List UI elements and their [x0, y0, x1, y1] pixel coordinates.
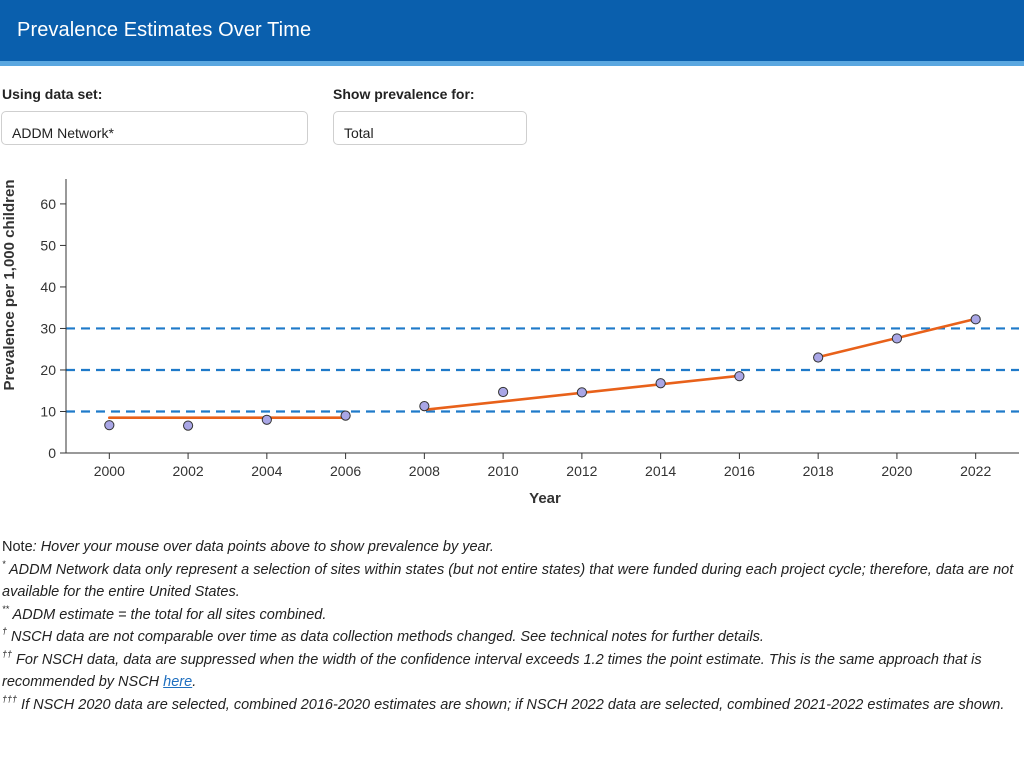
- x-tick-label: 2010: [488, 463, 519, 479]
- data-point-2002[interactable]: [182, 420, 194, 431]
- prevalence-label: Show prevalence for:: [333, 86, 475, 102]
- x-tick-label: 2016: [724, 463, 755, 479]
- data-point-2022[interactable]: [970, 314, 981, 325]
- data-point-2016[interactable]: [734, 371, 745, 382]
- y-tick-label: 30: [40, 320, 56, 336]
- trend-lines: [108, 317, 977, 420]
- x-tick-label: 2018: [803, 463, 834, 479]
- prevalence-select[interactable]: Total: [333, 111, 527, 145]
- data-point-2008[interactable]: [419, 400, 430, 412]
- x-tick-label: 2022: [960, 463, 991, 479]
- reference-lines: [66, 327, 1019, 413]
- note-addm-estimate: ** ADDM estimate = the total for all sit…: [2, 603, 327, 623]
- dataset-label: Using data set:: [2, 86, 103, 102]
- data-point-2020[interactable]: [891, 333, 903, 344]
- dataset-select[interactable]: ADDM Network*: [1, 111, 308, 145]
- x-tick-label: 2002: [173, 463, 204, 479]
- data-point-2012[interactable]: [576, 387, 587, 398]
- dataset-select-value: ADDM Network*: [12, 125, 114, 141]
- chart-axes: 0 10 20 30 40 50 60 2000 2002 2004 2006 2008 2010 201…: [40, 179, 1019, 479]
- x-axis-label: Year: [529, 490, 561, 507]
- data-point-2014[interactable]: [655, 378, 666, 389]
- y-axis-label: Prevalence per 1,000 children: [1, 180, 18, 391]
- x-tick-label: 2000: [94, 463, 125, 479]
- x-tick-label: 2004: [251, 463, 282, 479]
- y-tick-label: 10: [40, 403, 56, 419]
- y-tick-label: 0: [48, 445, 56, 461]
- y-tick-label: 60: [40, 196, 56, 212]
- note-nsch-combined: ††† If NSCH 2020 data are selected, comb…: [2, 693, 1005, 713]
- y-tick-label: 50: [40, 237, 56, 253]
- page-title: Prevalence Estimates Over Time: [17, 19, 312, 41]
- x-tick-label: 2006: [330, 463, 361, 479]
- chart-notes: Note: Hover your mouse over data points …: [2, 536, 1020, 716]
- note-addm-sites: * ADDM Network data only represent a sel…: [2, 558, 1014, 600]
- note-nsch-comparable: † NSCH data are not comparable over time…: [2, 626, 764, 645]
- data-point-2010[interactable]: [498, 386, 509, 398]
- prevalence-select-value: Total: [344, 125, 374, 141]
- note-hover: Note: Hover your mouse over data points …: [2, 539, 494, 555]
- data-point-2018[interactable]: [813, 352, 824, 363]
- x-tick-label: 2008: [409, 463, 440, 479]
- page-header: Prevalence Estimates Over Time: [0, 0, 1024, 66]
- nsch-here-link[interactable]: here: [163, 674, 193, 690]
- note-nsch-suppressed: †† For NSCH data, data are suppressed wh…: [2, 648, 982, 690]
- data-point-2006[interactable]: [340, 410, 351, 421]
- data-point-2000[interactable]: [104, 420, 115, 431]
- x-tick-label: 2020: [881, 463, 912, 479]
- data-points[interactable]: [104, 314, 981, 431]
- x-tick-label: 2014: [645, 463, 676, 479]
- y-tick-label: 40: [40, 279, 56, 295]
- x-tick-label: 2012: [566, 463, 597, 479]
- data-point-2004[interactable]: [261, 414, 272, 425]
- prevalence-chart: 0 10 20 30 40 50 60 2000 2002 2004 2006 2008 2010 201…: [1, 179, 1019, 507]
- y-tick-label: 20: [40, 362, 56, 378]
